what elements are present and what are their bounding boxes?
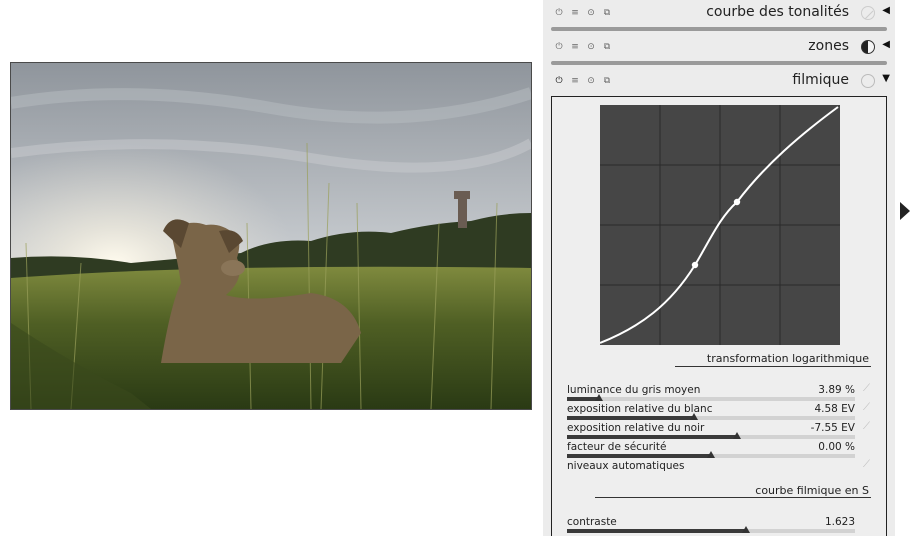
slider-value: 4.58 EV <box>814 403 855 415</box>
section-curve-label: courbe filmique en S <box>755 484 869 497</box>
filmic-curve <box>600 106 839 344</box>
curve-node <box>733 198 741 206</box>
module-header-zones[interactable]: ⏻ ≡ ⊙ ⧉ zones ◀ <box>543 34 895 65</box>
filmic-curve-graph[interactable] <box>600 105 840 345</box>
presets-icon[interactable]: ≡ <box>571 75 579 86</box>
module-title: courbe des tonalités <box>706 4 849 20</box>
slider-fill <box>567 416 694 420</box>
slider-value: -7.55 EV <box>810 422 855 434</box>
slider-thumb[interactable] <box>732 432 741 439</box>
reset-icon[interactable]: ⊙ <box>587 75 595 86</box>
slider-fill <box>567 397 599 401</box>
disabled-circle-icon <box>861 6 875 20</box>
collapse-arrow-icon[interactable]: ◀ <box>882 5 890 16</box>
slider-label: exposition relative du noir <box>567 422 705 434</box>
power-icon[interactable]: ⏻ <box>555 75 563 86</box>
slider-white-exposure[interactable]: exposition relative du blanc 4.58 EV <box>567 403 855 421</box>
filmic-module-body: transformation logarithmique luminance d… <box>551 96 887 536</box>
presets-icon[interactable]: ≡ <box>571 7 579 18</box>
separator <box>551 61 887 65</box>
duplicate-icon[interactable]: ⧉ <box>603 41 611 52</box>
slider-track[interactable] <box>567 432 855 439</box>
section-separator <box>675 366 871 367</box>
half-circle-icon <box>861 40 875 54</box>
slider-value: 0.00 % <box>818 441 855 453</box>
slider-label: luminance du gris moyen <box>567 384 701 396</box>
slider-black-exposure[interactable]: exposition relative du noir -7.55 EV <box>567 422 855 440</box>
color-picker-icon[interactable]: ⟋ <box>863 421 870 432</box>
separator <box>551 27 887 31</box>
module-title: zones <box>808 38 849 54</box>
slider-fill <box>567 454 711 458</box>
slider-safety-factor[interactable]: facteur de sécurité 0.00 % <box>567 441 855 459</box>
module-panel: ⏻ ≡ ⊙ ⧉ courbe des tonalités ◀ ⏻ ≡ ⊙ ⧉ z… <box>543 0 895 536</box>
expand-arrow-icon[interactable]: ▼ <box>882 73 890 84</box>
power-icon[interactable]: ⏻ <box>555 7 563 18</box>
slider-fill <box>567 529 746 533</box>
slider-fill <box>567 435 737 439</box>
slider-value: 3.89 % <box>818 384 855 396</box>
reset-icon[interactable]: ⊙ <box>587 7 595 18</box>
expand-panel-arrow-icon[interactable] <box>900 202 910 220</box>
slider-track[interactable] <box>567 394 855 401</box>
image-canvas <box>10 62 532 410</box>
slider-label: exposition relative du blanc <box>567 403 713 415</box>
reset-icon[interactable]: ⊙ <box>587 41 595 52</box>
section-log-label: transformation logarithmique <box>706 352 869 365</box>
slider-label: contraste <box>567 516 617 528</box>
slider-thumb[interactable] <box>689 413 698 420</box>
duplicate-icon[interactable]: ⧉ <box>603 7 611 18</box>
slider-contrast[interactable]: contraste 1.623 <box>567 516 855 534</box>
slider-track[interactable] <box>567 451 855 458</box>
auto-levels-label[interactable]: niveaux automatiques <box>567 460 685 472</box>
color-picker-icon[interactable]: ⟋ <box>863 459 870 470</box>
module-title: filmique <box>792 72 849 88</box>
slider-grey-luminance[interactable]: luminance du gris moyen 3.89 % <box>567 384 855 402</box>
curve-node <box>691 261 699 269</box>
duplicate-icon[interactable]: ⧉ <box>603 75 611 86</box>
slider-thumb[interactable] <box>594 394 603 401</box>
slider-thumb[interactable] <box>741 526 750 533</box>
color-picker-icon[interactable]: ⟋ <box>863 383 870 394</box>
slider-value: 1.623 <box>824 516 855 528</box>
power-icon[interactable]: ⏻ <box>555 41 563 52</box>
empty-circle-icon <box>861 74 875 88</box>
module-header-tone-curve[interactable]: ⏻ ≡ ⊙ ⧉ courbe des tonalités ◀ <box>543 0 895 31</box>
slider-thumb[interactable] <box>707 451 715 458</box>
module-header-filmic[interactable]: ⏻ ≡ ⊙ ⧉ filmique ▼ <box>543 68 895 96</box>
slider-track[interactable] <box>567 413 855 420</box>
collapse-arrow-icon[interactable]: ◀ <box>882 39 890 50</box>
color-picker-icon[interactable]: ⟋ <box>863 402 870 413</box>
section-separator <box>595 497 871 498</box>
slider-track[interactable] <box>567 526 855 533</box>
slider-label: facteur de sécurité <box>567 441 667 453</box>
presets-icon[interactable]: ≡ <box>571 41 579 52</box>
